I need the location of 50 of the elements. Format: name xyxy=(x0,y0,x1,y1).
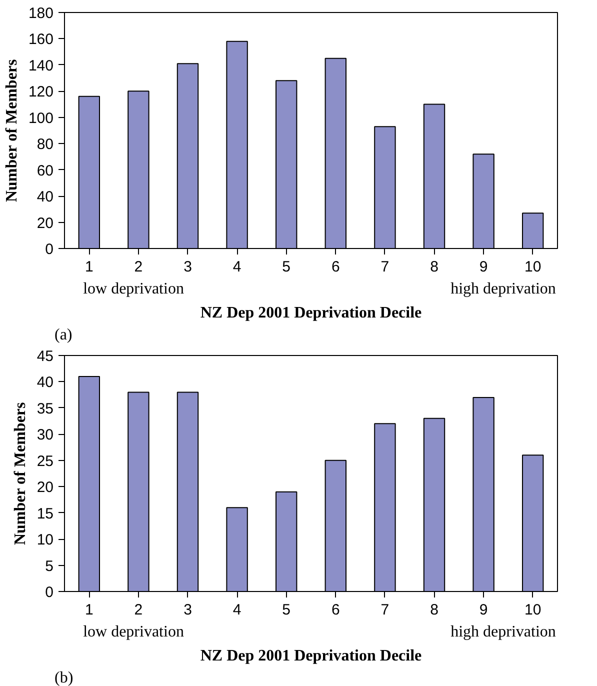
text: low deprivation xyxy=(83,280,184,298)
y-tick-label: 120 xyxy=(28,84,54,101)
text: low deprivation xyxy=(83,624,184,640)
y-tick-label: 0 xyxy=(45,241,54,258)
y-tick-label: 160 xyxy=(28,31,54,48)
x-tick-label: 3 xyxy=(184,602,192,618)
x-tick-label: 9 xyxy=(479,602,488,618)
y-tick-label: 45 xyxy=(36,348,54,365)
y-tick-label: 25 xyxy=(36,452,54,470)
y-tick-label: 80 xyxy=(36,136,54,154)
y-tick-label: 180 xyxy=(28,5,54,22)
y-tick-label: 20 xyxy=(36,479,54,496)
y-tick-label: 35 xyxy=(36,400,54,418)
x-tick-label: 8 xyxy=(430,602,438,618)
x-tick-label: 10 xyxy=(524,258,542,276)
x-tick-label: 6 xyxy=(331,258,340,276)
y-tick-label: 15 xyxy=(36,505,54,522)
x-tick-label: 8 xyxy=(430,258,438,276)
x-tick-label: 7 xyxy=(380,258,390,276)
x-tick-label: 1 xyxy=(84,258,94,276)
y-tick-label: 5 xyxy=(45,558,54,575)
text: (a) xyxy=(54,326,72,344)
y-tick-label: 100 xyxy=(28,110,54,127)
x-tick-label: 10 xyxy=(524,602,542,618)
y-axis-title: Number of Members xyxy=(3,59,20,202)
x-tick-label: 1 xyxy=(84,602,94,618)
y-tick-label: 0 xyxy=(45,584,54,601)
text: high deprivation xyxy=(450,280,556,298)
text: (b) xyxy=(54,670,74,686)
x-tick-label: 2 xyxy=(134,602,143,618)
x-tick-label: 6 xyxy=(331,602,340,618)
y-tick-label: 10 xyxy=(36,532,54,549)
y-tick-label: 20 xyxy=(36,214,54,232)
y-tick-label: 40 xyxy=(36,188,54,206)
y-tick-label: 40 xyxy=(36,374,54,392)
text: high deprivation xyxy=(450,624,556,640)
x-tick-label: 5 xyxy=(282,258,291,276)
y-axis-title: Number of Members xyxy=(12,402,29,546)
y-tick-label: 30 xyxy=(36,426,54,444)
x-tick-label: 5 xyxy=(282,602,291,618)
x-tick-label: 4 xyxy=(232,258,242,276)
x-tick-label: 3 xyxy=(184,258,192,276)
x-axis-title: NZ Dep 2001 Deprivation Decile xyxy=(200,648,422,664)
x-tick-label: 7 xyxy=(380,602,390,618)
x-tick-label: 9 xyxy=(479,258,488,276)
x-axis-title: NZ Dep 2001 Deprivation Decile xyxy=(200,304,422,322)
y-tick-label: 60 xyxy=(36,162,54,180)
x-tick-label: 2 xyxy=(134,258,143,276)
x-tick-label: 4 xyxy=(232,602,242,618)
y-tick-label: 140 xyxy=(28,57,54,74)
